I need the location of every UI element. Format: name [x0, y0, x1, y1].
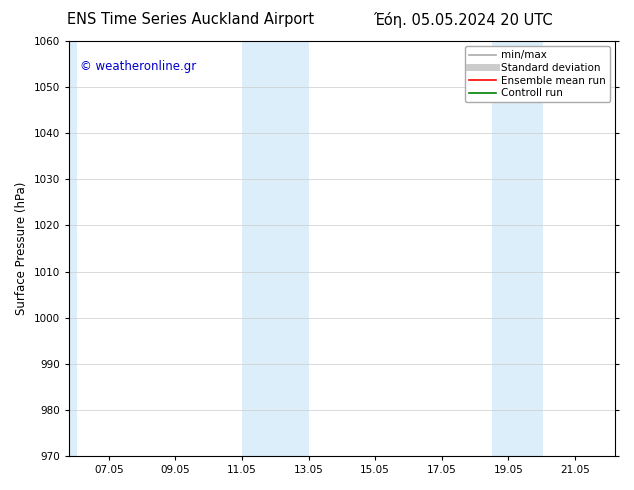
Y-axis label: Surface Pressure (hPa): Surface Pressure (hPa)	[15, 182, 28, 315]
Text: Έόη. 05.05.2024 20 UTC: Έόη. 05.05.2024 20 UTC	[373, 12, 553, 28]
Text: © weatheronline.gr: © weatheronline.gr	[80, 60, 196, 73]
Bar	[242, 41, 309, 456]
Text: ENS Time Series Auckland Airport: ENS Time Series Auckland Airport	[67, 12, 314, 27]
Bar	[491, 41, 543, 456]
Bar	[69, 41, 77, 456]
Legend: min/max, Standard deviation, Ensemble mean run, Controll run: min/max, Standard deviation, Ensemble me…	[465, 46, 610, 102]
